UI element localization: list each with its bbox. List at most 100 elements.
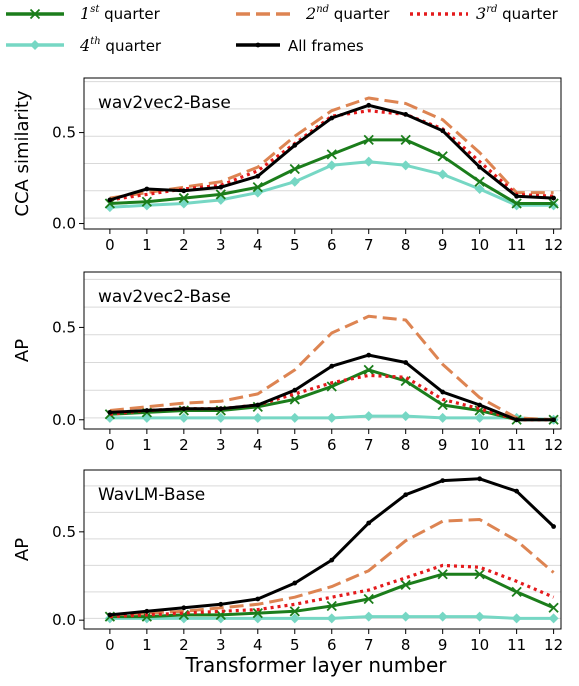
x-tick-label: 3 <box>216 436 226 454</box>
data-point-q4 <box>400 411 411 422</box>
data-point-q1 <box>437 569 448 580</box>
data-point-q4 <box>326 412 337 423</box>
data-point-all <box>366 520 372 526</box>
x-tick-label: 1 <box>142 636 152 654</box>
data-point-all <box>477 476 483 482</box>
data-point-q4 <box>252 412 263 423</box>
data-point-all <box>403 111 409 117</box>
x-tick-label: 5 <box>290 236 300 254</box>
x-tick-label: 12 <box>544 236 563 254</box>
legend-label-q4: 4th quarter <box>79 36 162 55</box>
data-point-all <box>329 115 335 121</box>
series-line-q2 <box>109 518 555 617</box>
data-point-q4 <box>511 613 522 624</box>
series-q3 <box>109 373 554 422</box>
plot-frame <box>83 271 562 430</box>
x-tick-label: 9 <box>438 236 448 254</box>
data-point-q4 <box>363 611 374 622</box>
y-axis-label: AP <box>12 538 33 561</box>
data-point-q4 <box>289 176 300 187</box>
data-point-all <box>514 193 520 199</box>
data-point-q1 <box>548 602 559 613</box>
data-point-q4 <box>363 411 374 422</box>
x-tick-label: 11 <box>507 436 526 454</box>
legend-entry-q3: 3rd quarter <box>410 4 559 23</box>
data-point-q1 <box>400 134 411 145</box>
legend-marker-q1 <box>29 8 41 20</box>
data-point-q4 <box>400 611 411 622</box>
data-point-q1 <box>363 593 374 605</box>
data-point-q1 <box>400 579 411 590</box>
y-tick-label: 0.5 <box>52 124 76 142</box>
data-point-q4 <box>215 194 226 205</box>
data-point-all <box>440 478 446 483</box>
data-point-q4 <box>437 412 448 423</box>
y-tick-label: 0.0 <box>52 215 76 233</box>
x-tick-label: 0 <box>105 436 115 454</box>
x-tick-label: 6 <box>327 636 337 654</box>
series-q1 <box>104 569 559 622</box>
data-point-all <box>477 402 483 408</box>
data-point-all <box>218 184 224 190</box>
x-tick-label: 4 <box>253 636 263 654</box>
series-line-q3 <box>109 373 554 422</box>
x-tick-label: 0 <box>105 636 115 654</box>
series-all <box>107 102 557 203</box>
data-point-all <box>292 387 298 393</box>
x-tick-label: 8 <box>401 436 411 454</box>
data-point-q1 <box>437 399 448 411</box>
x-tick-label: 12 <box>544 436 563 454</box>
series-line-q2 <box>109 96 554 200</box>
data-point-all <box>514 417 520 423</box>
data-point-all <box>181 188 187 194</box>
data-point-q4 <box>289 613 300 624</box>
x-tick-label: 11 <box>507 636 526 654</box>
data-point-q4 <box>400 160 411 171</box>
x-tick-label: 11 <box>507 236 526 254</box>
x-tick-label: 5 <box>290 636 300 654</box>
data-point-all <box>366 352 372 358</box>
legend-entry-q2: 2nd quarter <box>236 4 390 23</box>
data-point-all <box>107 197 113 203</box>
data-point-q4 <box>215 412 226 423</box>
data-point-q4 <box>548 200 559 211</box>
data-point-q1 <box>474 569 485 580</box>
legend-marker-q4 <box>30 40 40 50</box>
y-tick-label: 0.5 <box>52 523 76 541</box>
data-point-all <box>292 580 298 586</box>
data-point-q1 <box>474 176 485 187</box>
series-q2 <box>109 518 555 617</box>
legend-label-all: All frames <box>288 37 364 55</box>
data-point-q1 <box>252 607 263 619</box>
panel-title: WavLM-Base <box>98 485 205 505</box>
x-tick-label: 12 <box>544 636 563 654</box>
x-tick-label: 7 <box>364 236 374 254</box>
data-point-q1 <box>363 134 374 145</box>
x-tick-label: 2 <box>179 436 189 454</box>
data-point-all <box>440 128 446 134</box>
x-tick-label: 8 <box>401 636 411 654</box>
data-point-q1 <box>548 198 559 209</box>
data-point-q4 <box>437 611 448 622</box>
x-tick-label: 6 <box>327 436 337 454</box>
legend-entry-q1: 1st quarter <box>6 4 161 23</box>
series-q2 <box>109 314 554 422</box>
data-point-q4 <box>252 613 263 624</box>
data-point-all <box>403 360 409 365</box>
data-point-all <box>292 142 298 148</box>
x-tick-label: 4 <box>253 236 263 254</box>
legend-label-q1: 1st quarter <box>80 4 161 23</box>
data-point-q4 <box>548 613 559 624</box>
data-point-all <box>144 408 150 413</box>
y-tick-label: 0.0 <box>52 411 76 429</box>
data-point-q1 <box>289 606 300 617</box>
plot-frame <box>83 469 562 630</box>
data-point-q1 <box>363 364 374 376</box>
x-tick-label: 3 <box>216 636 226 654</box>
x-tick-label: 1 <box>142 236 152 254</box>
data-point-all <box>551 524 557 529</box>
data-point-all <box>551 417 557 423</box>
data-point-q1 <box>511 586 522 598</box>
